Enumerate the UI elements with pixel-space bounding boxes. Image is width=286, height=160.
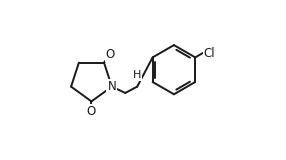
Text: H: H [133,70,141,80]
Text: Cl: Cl [204,47,215,60]
Text: O: O [87,105,96,118]
Text: N: N [108,80,116,93]
Text: O: O [106,48,115,61]
